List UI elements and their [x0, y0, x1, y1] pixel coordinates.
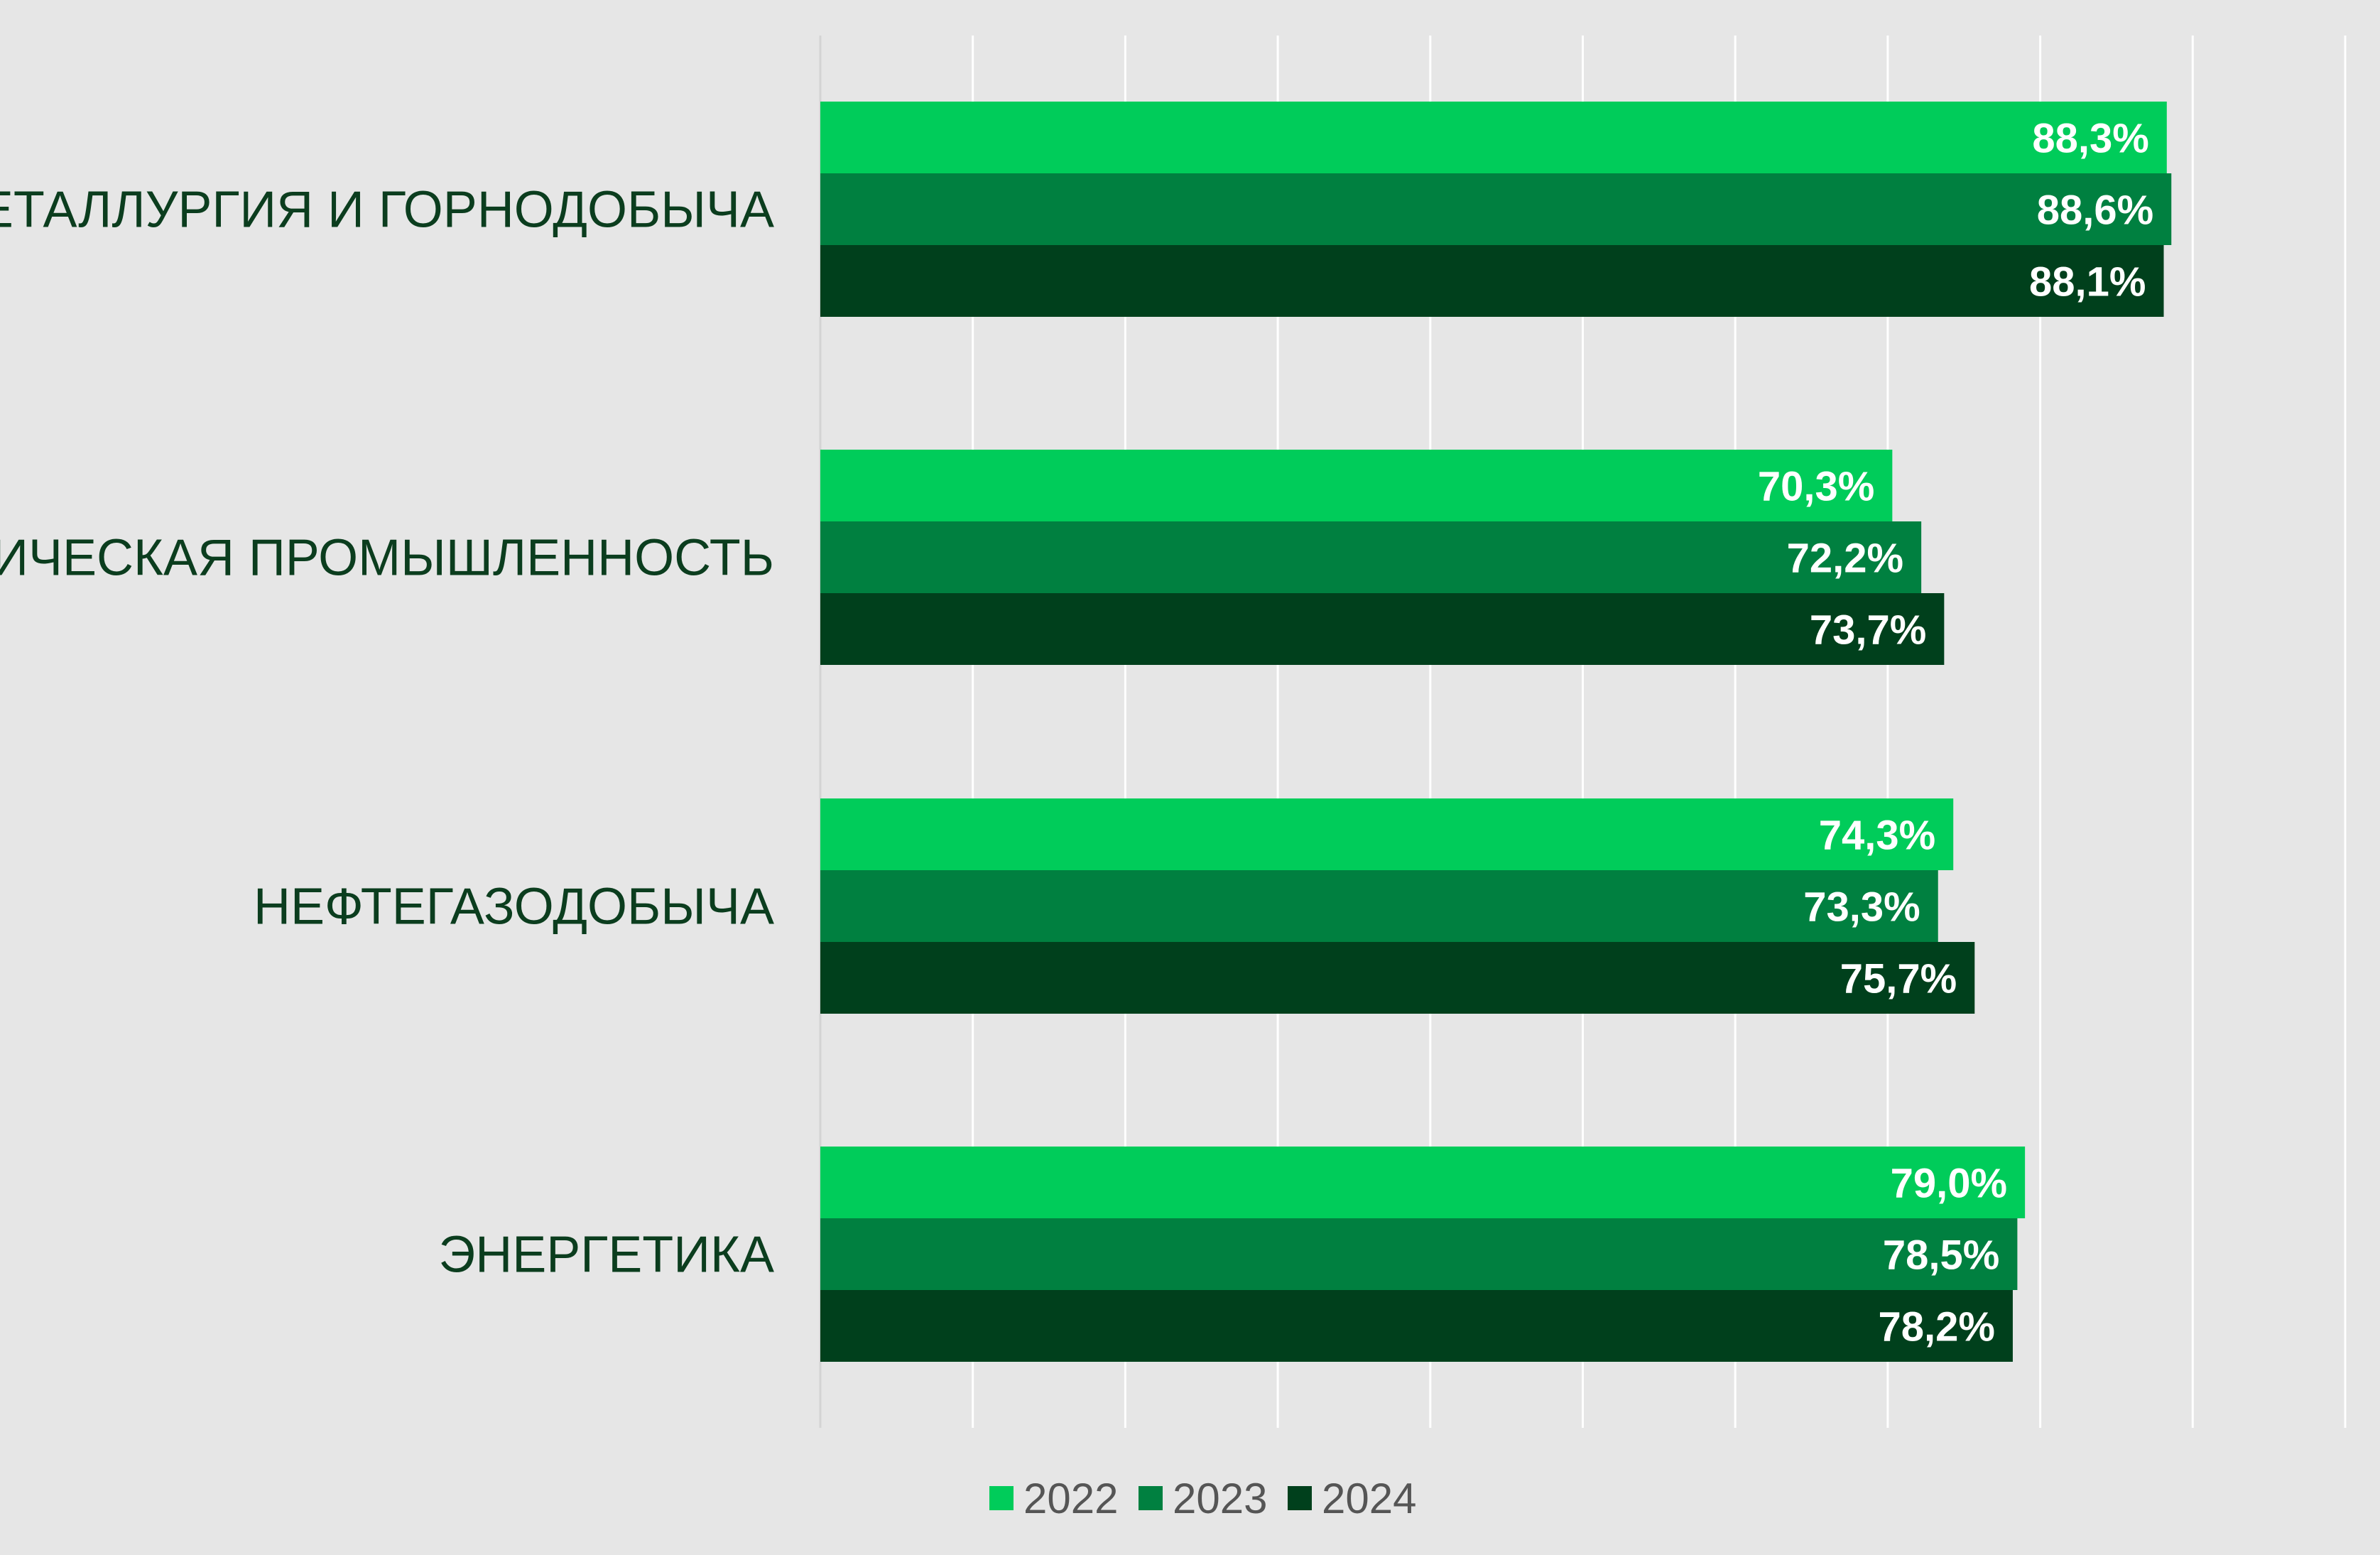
bar-2023 [820, 521, 1922, 593]
legend-label-2023: 2023 [1173, 1475, 1267, 1522]
data-label: 73,3% [1803, 884, 1920, 931]
legend-swatch-2024 [1288, 1486, 1312, 1510]
data-label: 72,2% [1787, 536, 1903, 582]
bar-2024 [820, 593, 1945, 665]
bar-2024 [820, 1290, 2013, 1362]
data-label: 88,3% [2032, 116, 2148, 162]
legend-swatch-2023 [1139, 1486, 1163, 1510]
category-label: ХИМИЧЕСКАЯ ПРОМЫШЛЕННОСТЬ [0, 530, 774, 587]
bar-2022 [820, 102, 2167, 173]
legend-swatch-2022 [989, 1486, 1014, 1510]
category-label: МЕТАЛЛУРГИЯ И ГОРНОДОБЫЧА [0, 182, 774, 239]
bar-2023 [820, 1218, 2018, 1290]
data-label: 70,3% [1758, 464, 1874, 510]
category-label: НЕФТЕГАЗОДОБЫЧА [254, 879, 774, 936]
bar-2024 [820, 942, 1975, 1014]
bar-2024 [820, 245, 2164, 317]
data-label: 78,2% [1878, 1304, 1994, 1350]
bar-2023 [820, 870, 1938, 942]
data-label: 79,0% [1891, 1161, 2007, 1207]
data-label: 88,1% [2029, 259, 2146, 305]
category-label: ЭНЕРГЕТИКА [439, 1227, 775, 1284]
legend: 2022 2023 2024 [989, 1475, 1416, 1522]
data-label: 88,6% [2037, 188, 2153, 234]
category-labels: МЕТАЛЛУРГИЯ И ГОРНОДОБЫЧА ХИМИЧЕСКАЯ ПРОМ… [0, 182, 774, 1284]
legend-label-2022: 2022 [1023, 1475, 1118, 1522]
data-label: 78,5% [1883, 1232, 1999, 1279]
data-label: 75,7% [1840, 956, 1957, 1002]
bars: 88,3% 88,6% 88,1% 70,3% 72,2% 73,7% 74,3% 73,3%… [820, 102, 2172, 1362]
bar-2022 [820, 1147, 2026, 1218]
bar-2022 [820, 450, 1893, 521]
bar-2023 [820, 173, 2172, 245]
data-label: 74,3% [1819, 813, 1935, 859]
bar-2022 [820, 798, 1954, 870]
data-label: 73,7% [1810, 607, 1926, 654]
legend-label-2024: 2024 [1322, 1475, 1416, 1522]
